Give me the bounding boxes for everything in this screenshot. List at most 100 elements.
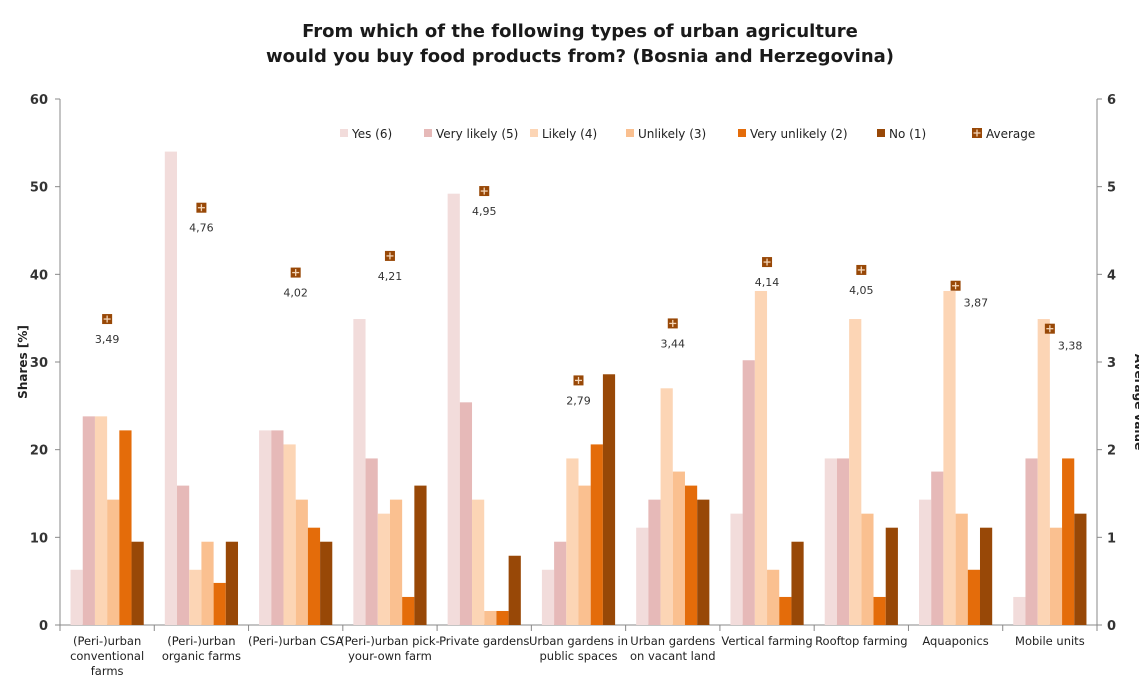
x-tick-label: Vertical farming: [721, 634, 812, 648]
legend-label: Unlikely (3): [638, 127, 706, 141]
average-label: 4,76: [189, 222, 214, 235]
bar: [602, 374, 616, 625]
x-tick-label: organic farms: [162, 649, 241, 663]
chart-title: From which of the following types of urb…: [266, 21, 894, 67]
average-label: 2,79: [566, 394, 591, 407]
bar: [849, 319, 862, 625]
average-markers: 3,49 4,76 4,02 4,21 4,95 2,79 3,44 4,14 4,05 3,87…: [95, 186, 1082, 407]
bar: [836, 458, 850, 625]
y-tick-label: 0: [39, 619, 48, 634]
bar: [931, 471, 944, 625]
x-tick-label: public spaces: [540, 649, 618, 663]
legend-swatch: [424, 129, 432, 137]
bar: [873, 596, 886, 625]
y2-tick-label: 6: [1107, 93, 1116, 108]
bar: [496, 610, 509, 625]
bar: [1037, 319, 1050, 625]
bar: [1013, 596, 1026, 625]
legend-swatch: [626, 129, 634, 137]
bar: [885, 527, 898, 625]
bar: [697, 499, 710, 625]
legend-swatch: [340, 129, 348, 137]
bar: [131, 541, 144, 625]
legend-label: Likely (4): [542, 127, 597, 141]
bar: [320, 541, 333, 625]
average-label: 4,21: [378, 270, 403, 283]
bar: [365, 458, 378, 625]
chart-title-line: would you buy food products from? (Bosni…: [266, 46, 894, 67]
bar: [82, 416, 95, 625]
bar: [684, 485, 698, 625]
bar: [402, 596, 415, 625]
bar: [189, 569, 202, 625]
bar: [979, 527, 993, 625]
average-label: 4,02: [283, 287, 308, 300]
bar: [767, 569, 780, 625]
y2-tick-label: 3: [1107, 356, 1116, 371]
y2-tick-label: 0: [1107, 619, 1116, 634]
bar: [377, 513, 390, 625]
bar: [353, 319, 366, 625]
bar: [94, 416, 108, 625]
y2-tick-label: 2: [1107, 444, 1116, 459]
y2-tick-label: 5: [1107, 181, 1116, 196]
bar: [943, 290, 956, 625]
bar: [307, 527, 321, 625]
x-tick-label: Mobile units: [1015, 634, 1085, 648]
bar: [566, 458, 579, 625]
x-tick-label: farms: [91, 664, 124, 678]
bar: [1049, 527, 1063, 625]
x-tick-label: Aquaponics: [922, 634, 988, 648]
bar: [484, 610, 497, 625]
bar: [636, 527, 649, 625]
average-label: 3,38: [1058, 340, 1083, 353]
bars: [70, 151, 1087, 625]
bar: [918, 499, 932, 625]
x-tick-label: your-own farm: [348, 649, 432, 663]
bar: [389, 499, 403, 625]
bar: [119, 430, 132, 625]
legend-swatch: [530, 129, 538, 137]
bar: [967, 569, 980, 625]
x-tick-label: Rooftop farming: [815, 634, 908, 648]
bar: [554, 541, 567, 625]
bar: [283, 444, 296, 625]
bar: [754, 290, 768, 625]
bar: [225, 541, 239, 625]
average-label: 3,44: [661, 337, 686, 350]
average-label: 4,14: [755, 276, 780, 289]
y2-tick-label: 4: [1107, 268, 1116, 283]
x-tick-label: Urban gardens in: [529, 634, 628, 648]
bar: [201, 541, 214, 625]
y-axis-label: Shares [%]: [16, 325, 30, 399]
bar: [177, 485, 190, 625]
bar: [1074, 513, 1087, 625]
bar: [590, 444, 603, 625]
bar: [295, 499, 308, 625]
legend-label: Average: [986, 127, 1035, 141]
x-tick-label: on vacant land: [630, 649, 716, 663]
legend-swatch: [877, 129, 885, 137]
average-label: 4,95: [472, 205, 497, 218]
x-tick-label: (Peri-)urban CSA: [248, 634, 343, 648]
y-tick-label: 20: [30, 444, 48, 459]
x-tick-label: (Peri-)urban: [167, 634, 235, 648]
average-label: 3,49: [95, 333, 120, 346]
x-tick-label: Private gardens: [439, 634, 529, 648]
bar: [70, 569, 83, 625]
legend: Yes (6) Very likely (5) Likely (4) Unlikely…: [340, 127, 1035, 141]
legend-label: Yes (6): [351, 127, 392, 141]
bar: [541, 569, 555, 625]
y2-axis-label: Average value: [1132, 354, 1139, 450]
bar: [271, 430, 284, 625]
bar: [508, 555, 521, 625]
bar: [861, 513, 874, 625]
bar: [779, 596, 792, 625]
bar: [447, 193, 460, 625]
bar: [107, 499, 120, 625]
x-tick-label: Urban gardens: [630, 634, 715, 648]
y-tick-label: 40: [30, 268, 48, 283]
bar: [791, 541, 804, 625]
bar: [1025, 458, 1038, 625]
